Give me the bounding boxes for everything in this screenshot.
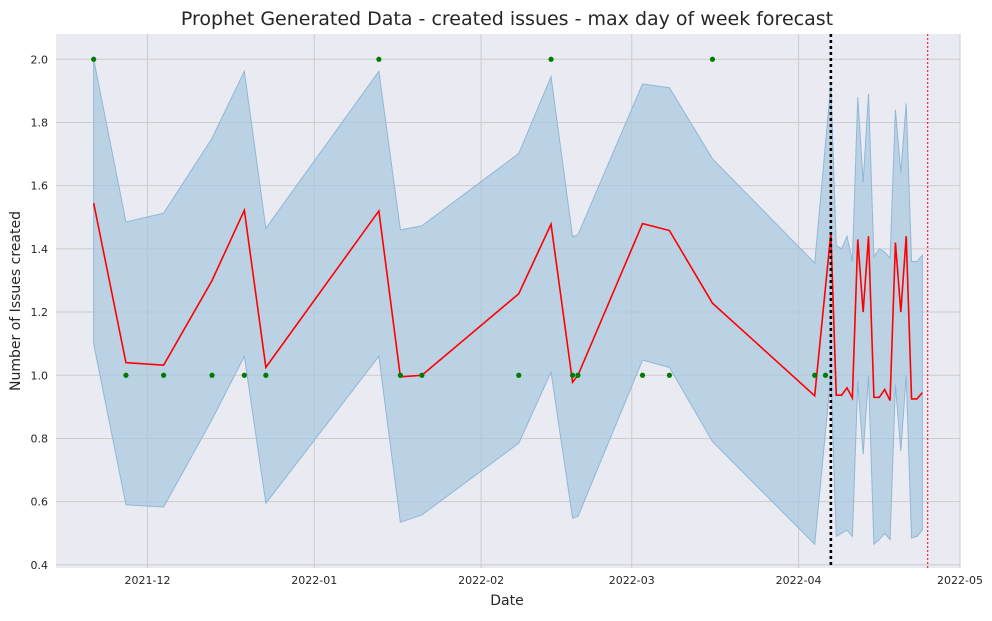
- y-tick-label: 1.4: [31, 243, 49, 256]
- y-tick-label: 2.0: [31, 53, 49, 66]
- actual-point: [666, 372, 673, 378]
- y-tick-label: 0.8: [31, 432, 49, 445]
- tick-labels: 0.4 0.6 0.8 1.0 1.2 1.4 1.6 1.8 2.0 2021-12 2022-0…: [31, 53, 983, 587]
- actual-point: [548, 56, 554, 62]
- y-axis-label: Number of Issues created: [8, 211, 24, 391]
- y-tick-label: 1.6: [31, 180, 49, 193]
- actual-point: [516, 372, 522, 378]
- actual-point: [709, 56, 716, 62]
- y-tick-label: 1.8: [31, 116, 49, 129]
- x-tick-label: 2022-04: [776, 574, 822, 587]
- chart-title: Prophet Generated Data - created issues …: [181, 8, 833, 30]
- actual-point: [241, 372, 247, 378]
- actual-point: [91, 56, 97, 62]
- y-tick-label: 1.2: [31, 306, 49, 319]
- actual-point: [822, 372, 829, 378]
- actual-point: [209, 372, 215, 378]
- y-tick-label: 0.4: [31, 559, 49, 572]
- x-axis-label: Date: [490, 593, 523, 609]
- actual-point: [575, 372, 581, 378]
- x-tick-label: 2022-01: [291, 574, 337, 587]
- y-tick-label: 0.6: [31, 496, 49, 509]
- actual-point: [263, 372, 269, 378]
- x-tick-label: 2021-12: [124, 574, 170, 587]
- actual-point: [397, 372, 403, 378]
- x-tick-label: 2022-02: [458, 574, 504, 587]
- y-tick-label: 1.0: [31, 369, 49, 382]
- actual-point: [569, 372, 576, 378]
- actual-point: [376, 56, 382, 62]
- date-marker-layer: [829, 34, 929, 568]
- x-tick-label: 2022-03: [609, 574, 655, 587]
- actual-point: [161, 372, 167, 378]
- x-tick-label: 2022-05: [937, 574, 983, 587]
- actual-point: [812, 372, 818, 378]
- actual-points-layer: [91, 56, 829, 378]
- actual-point: [419, 372, 425, 378]
- actual-point: [639, 372, 646, 378]
- actual-point: [123, 372, 129, 378]
